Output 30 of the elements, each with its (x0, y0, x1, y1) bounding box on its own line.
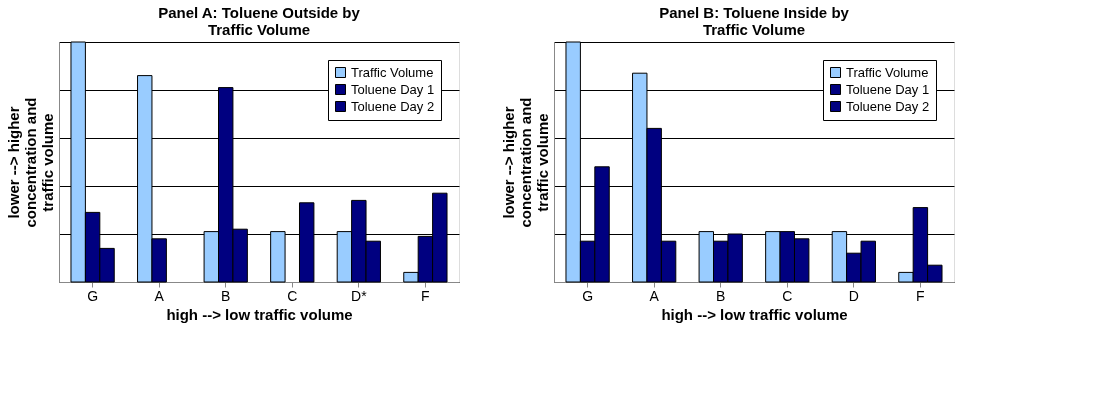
x-tick-label: G (582, 287, 594, 304)
text: Panel A: Toluene Outside by (158, 3, 360, 21)
text: Traffic Volume (702, 20, 806, 38)
legend-label: Toluene Day 2 (846, 98, 930, 114)
text: traffic volume (533, 113, 551, 212)
x-tick-label: D (848, 287, 859, 304)
x-tick-label: F (916, 287, 925, 304)
text: Panel B: Toluene Inside by (659, 3, 849, 21)
x-tick-label: B (716, 287, 726, 304)
legend-label: Toluene Day 1 (351, 81, 435, 97)
text: concentration and (516, 97, 534, 228)
text: lower --> higher (4, 106, 22, 219)
legend-label: Toluene Day 1 (846, 81, 930, 97)
x-tick-label: G (87, 287, 99, 304)
x-axis-title: high --> low traffic volume (661, 305, 848, 323)
x-tick-label: C (782, 287, 793, 304)
legend-label: Traffic Volume (351, 64, 434, 80)
x-tick-label: C (287, 287, 298, 304)
legend-label: Traffic Volume (846, 64, 929, 80)
x-axis-title: high --> low traffic volume (166, 305, 353, 323)
x-tick-label: D* (351, 287, 368, 304)
text: Traffic Volume (207, 20, 311, 38)
x-tick-label: B (221, 287, 231, 304)
text: concentration and (21, 97, 39, 228)
x-tick-label: A (154, 287, 165, 304)
x-tick-label: A (649, 287, 660, 304)
text: traffic volume (38, 113, 56, 212)
legend-label: Toluene Day 2 (351, 98, 435, 114)
text: lower --> higher (499, 106, 517, 219)
x-tick-label: F (421, 287, 430, 304)
